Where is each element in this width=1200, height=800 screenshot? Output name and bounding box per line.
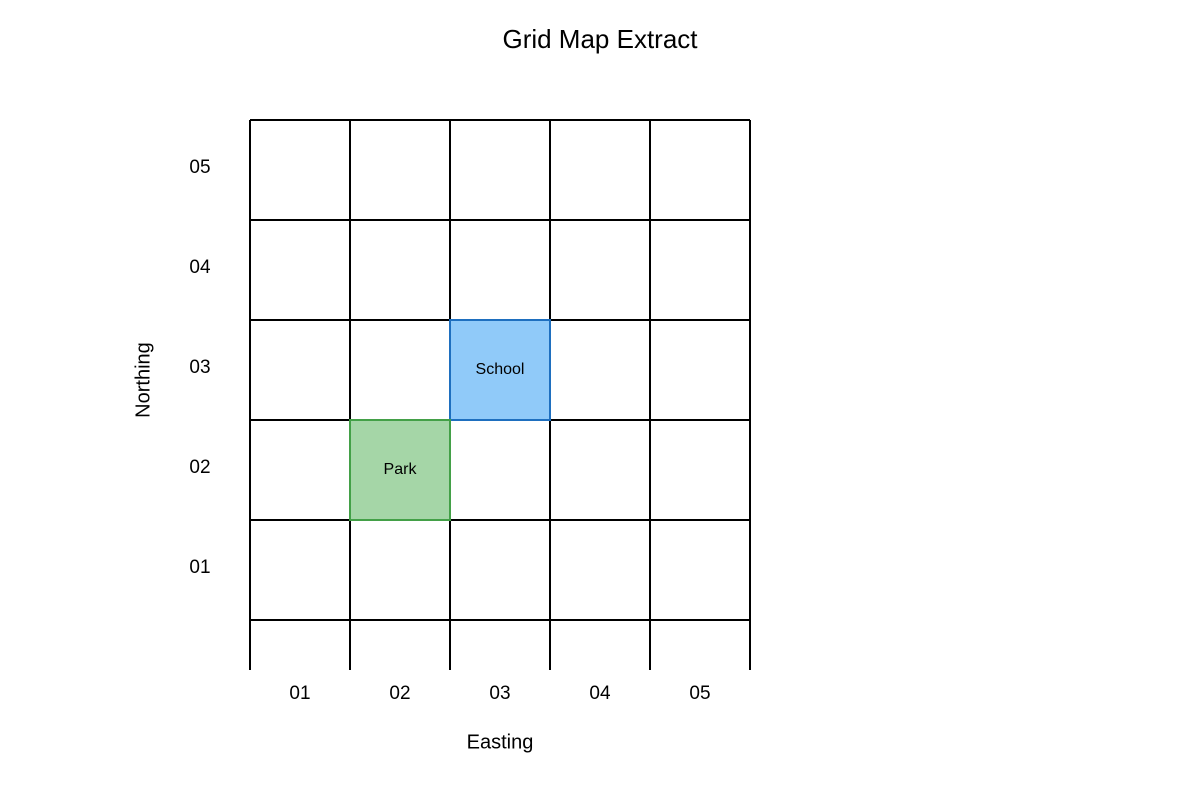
northing-label: 01 <box>189 557 210 578</box>
map-title: Grid Map Extract <box>502 24 698 54</box>
northing-label: 02 <box>189 457 210 478</box>
northing-label: 03 <box>189 357 210 378</box>
feature-label: School <box>476 361 525 378</box>
feature-cell <box>449 319 551 421</box>
y-axis-label: Northing <box>132 342 154 418</box>
northing-label: 04 <box>189 257 211 278</box>
feature-cell <box>349 419 451 521</box>
feature-border <box>349 419 451 521</box>
easting-label: 02 <box>389 683 410 704</box>
feature-border <box>449 319 551 421</box>
easting-label: 03 <box>489 683 510 704</box>
easting-label: 01 <box>289 683 310 704</box>
easting-label: 04 <box>589 683 611 704</box>
easting-label: 05 <box>689 683 710 704</box>
northing-label: 05 <box>189 157 210 178</box>
feature-label: Park <box>384 461 418 478</box>
x-axis-label: Easting <box>467 731 534 753</box>
